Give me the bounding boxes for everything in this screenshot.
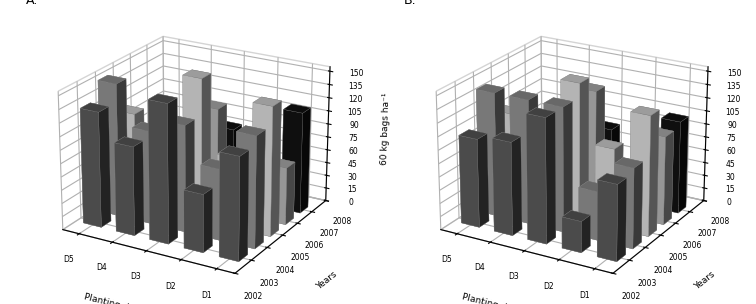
X-axis label: Planting density: Planting density (461, 292, 534, 304)
X-axis label: Planting density: Planting density (83, 292, 156, 304)
Y-axis label: Years: Years (314, 269, 339, 291)
Y-axis label: Years: Years (692, 269, 717, 291)
Text: B.: B. (404, 0, 417, 7)
Text: A.: A. (26, 0, 38, 7)
